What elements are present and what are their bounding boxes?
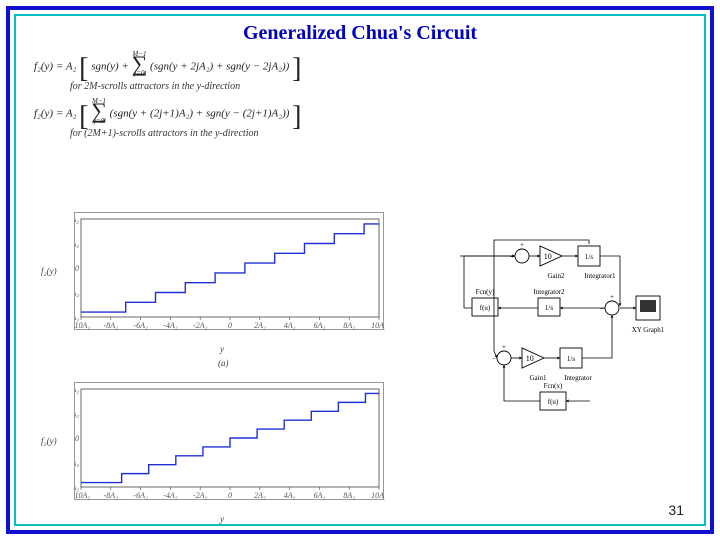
svg-text:4A₂: 4A₂ [284,491,296,500]
svg-text:-4A₂: -4A₂ [163,321,178,330]
svg-text:-4A₂: -4A₂ [163,491,178,500]
page-number: 31 [668,502,684,518]
plot-a-xlabel: y [220,344,224,354]
svg-text:8A₂: 8A₂ [343,491,355,500]
svg-text:10A₂: 10A₂ [371,491,385,500]
svg-text:f(u): f(u) [480,304,491,312]
svg-text:Integrator2: Integrator2 [533,288,565,296]
svg-text:-8A₂: -8A₂ [104,491,119,500]
svg-text:Gain1: Gain1 [529,374,547,382]
svg-text:Fcn(y): Fcn(y) [476,288,495,296]
svg-text:Fcn(x): Fcn(x) [544,382,563,390]
svg-text:Gain2: Gain2 [547,272,565,280]
svg-text:0: 0 [228,321,232,330]
eq2-lhs: f₂(y) = A₂ [34,108,76,120]
svg-text:-4A₂: -4A₂ [75,459,79,468]
svg-text:-6A₂: -6A₂ [133,321,148,330]
equation-2: f₂(y) = A₂ [ M−1 ∑ j=0 (sgn(y + (2j+1)A₂… [34,98,696,126]
svg-text:6A₂: 6A₂ [314,321,326,330]
svg-text:1/s: 1/s [567,355,575,363]
svg-text:2A₂: 2A₂ [254,491,266,500]
svg-text:-2A₂: -2A₂ [193,321,208,330]
svg-text:4A₂: 4A₂ [75,410,79,419]
svg-text:Integrator: Integrator [564,374,592,382]
svg-text:-8A₂: -8A₂ [75,313,79,322]
plot-b-ylabel: f₂(y) [41,436,57,446]
plot-a-tag: (a) [218,358,229,368]
svg-text:f(u): f(u) [548,398,559,406]
plot-b-xlabel: y [220,514,224,524]
svg-text:4A₂: 4A₂ [75,240,79,249]
svg-text:1/s: 1/s [585,253,593,261]
svg-text:+: + [502,343,506,351]
step-plot-b: -10A₂-8A₂-6A₂-4A₂-2A₂02A₂4A₂6A₂8A₂10A₂8A… [74,382,384,500]
svg-text:-6A₂: -6A₂ [133,491,148,500]
svg-text:+: + [520,241,524,249]
eq1-sum-lower: j=0 [132,70,148,76]
svg-text:-8A₂: -8A₂ [104,321,119,330]
svg-text:0: 0 [75,264,79,273]
svg-text:+: + [610,293,614,301]
svg-text:-4A₂: -4A₂ [75,289,79,298]
svg-text:6A₂: 6A₂ [314,491,326,500]
svg-text:-10A₂: -10A₂ [75,321,90,330]
plot-a-ylabel: f₂(y) [41,266,57,276]
svg-text:0: 0 [228,491,232,500]
eq2-body: (sgn(y + (2j+1)A₂) + sgn(y − (2j+1)A₂)) [110,108,290,120]
equation-1: f₂(y) = A₂ [ sgn(y) + M−1 ∑ j=0 (sgn(y +… [34,51,696,79]
svg-text:Integrator1: Integrator1 [584,272,616,280]
slide-content: Generalized Chua's Circuit f₂(y) = A₂ [ … [20,20,700,520]
step-plot-a: -10A₂-8A₂-6A₂-4A₂-2A₂02A₂4A₂6A₂8A₂10A₂8A… [74,212,384,330]
page-title: Generalized Chua's Circuit [20,22,700,45]
svg-text:2A₂: 2A₂ [254,321,266,330]
svg-text:8A₂: 8A₂ [75,385,79,394]
eq1-body: (sgn(y + 2jA₂) + sgn(y − 2jA₂)) [150,60,289,72]
svg-text:8A₂: 8A₂ [75,215,79,224]
svg-text:4A₂: 4A₂ [284,321,296,330]
caption-1: for 2M-scrolls attractors in the y-direc… [70,81,700,92]
caption-2: for (2M+1)-scrolls attractors in the y-d… [70,128,700,139]
svg-text:0: 0 [75,434,79,443]
svg-text:10: 10 [544,252,552,261]
svg-text:-2A₂: -2A₂ [193,491,208,500]
svg-text:-10A₂: -10A₂ [75,491,90,500]
svg-text:-8A₂: -8A₂ [75,483,79,492]
svg-text:10: 10 [526,354,534,363]
svg-text:8A₂: 8A₂ [343,321,355,330]
svg-text:−: − [600,305,604,313]
simulink-diagram: +−10Gain21/sIntegrator1f(u)Fcn(y)1/sInte… [460,238,666,414]
svg-text:10A₂: 10A₂ [371,321,385,330]
eq1-lhs: f₂(y) = A₂ [34,60,76,72]
svg-text:−: − [510,253,514,261]
svg-text:1/s: 1/s [545,304,553,312]
eq1-pre: sgn(y) + [91,60,129,72]
svg-text:XY Graph1: XY Graph1 [632,326,665,334]
